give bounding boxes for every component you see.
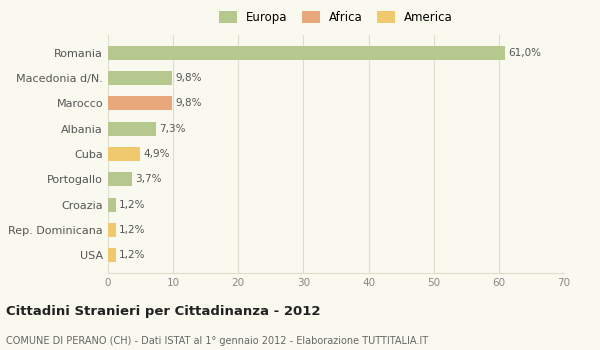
- Bar: [108, 223, 116, 237]
- Text: 9,8%: 9,8%: [175, 98, 202, 108]
- Bar: [108, 122, 155, 136]
- Legend: Europa, Africa, America: Europa, Africa, America: [219, 11, 453, 25]
- Text: 1,2%: 1,2%: [119, 250, 146, 260]
- Bar: [108, 147, 140, 161]
- Text: 1,2%: 1,2%: [119, 225, 146, 235]
- Text: 61,0%: 61,0%: [509, 48, 542, 58]
- Bar: [108, 248, 116, 262]
- Text: COMUNE DI PERANO (CH) - Dati ISTAT al 1° gennaio 2012 - Elaborazione TUTTITALIA.: COMUNE DI PERANO (CH) - Dati ISTAT al 1°…: [6, 336, 428, 346]
- Bar: [108, 97, 172, 110]
- Bar: [108, 71, 172, 85]
- Text: 4,9%: 4,9%: [143, 149, 170, 159]
- Text: Cittadini Stranieri per Cittadinanza - 2012: Cittadini Stranieri per Cittadinanza - 2…: [6, 304, 320, 317]
- Bar: [108, 172, 132, 186]
- Bar: [108, 198, 116, 211]
- Text: 9,8%: 9,8%: [175, 73, 202, 83]
- Bar: [108, 46, 505, 60]
- Text: 3,7%: 3,7%: [136, 174, 162, 184]
- Text: 7,3%: 7,3%: [159, 124, 185, 134]
- Text: 1,2%: 1,2%: [119, 199, 146, 210]
